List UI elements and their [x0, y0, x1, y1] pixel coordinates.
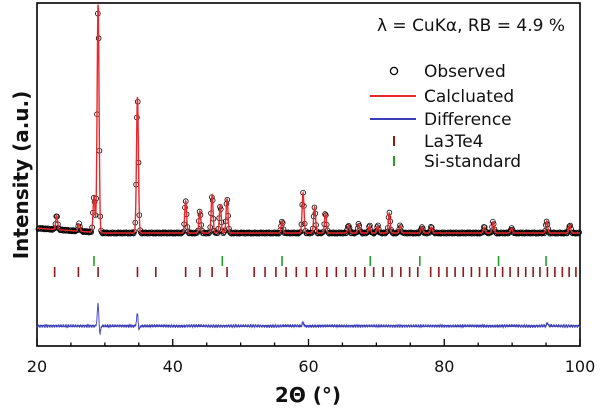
observed-point	[203, 230, 209, 237]
wavelength-annotation: λ = CuKα, RB = 4.9 %	[377, 16, 565, 36]
x-axis-title: 2Θ (°)	[275, 383, 341, 407]
x-tick-label: 80	[434, 357, 454, 376]
observed-point	[86, 229, 92, 236]
x-tick-label: 20	[27, 357, 47, 376]
observed-point	[369, 229, 376, 235]
reflection-ticks-layer	[53, 256, 577, 277]
difference-curve-layer	[36, 302, 581, 336]
legend: Observed Calcluated Difference La3Te4 Si…	[370, 62, 521, 172]
legend-label-calculated: Calcluated	[424, 87, 514, 107]
x-tick-label: 60	[298, 357, 318, 376]
legend-label-difference: Difference	[424, 110, 512, 130]
legend-label-observed: Observed	[424, 62, 506, 82]
plot-frame	[36, 2, 581, 347]
difference-curve	[36, 302, 581, 336]
calculated-curve-layer	[36, 4, 580, 234]
observed-point	[484, 229, 490, 236]
observed-point	[424, 230, 430, 237]
observed-point	[220, 230, 227, 237]
y-axis-title: Intensity (a.u.)	[9, 91, 33, 260]
x-axis: 20 40 60 80 100	[27, 339, 595, 376]
calculated-curve	[36, 4, 580, 234]
x-tick-label: 100	[565, 357, 596, 376]
x-tick-label: 40	[163, 357, 183, 376]
legend-marker-observed	[389, 66, 399, 76]
legend-label-si: Si-standard	[424, 152, 521, 172]
legend-label-la3te4: La3Te4	[424, 132, 483, 152]
observed-point	[193, 229, 200, 236]
